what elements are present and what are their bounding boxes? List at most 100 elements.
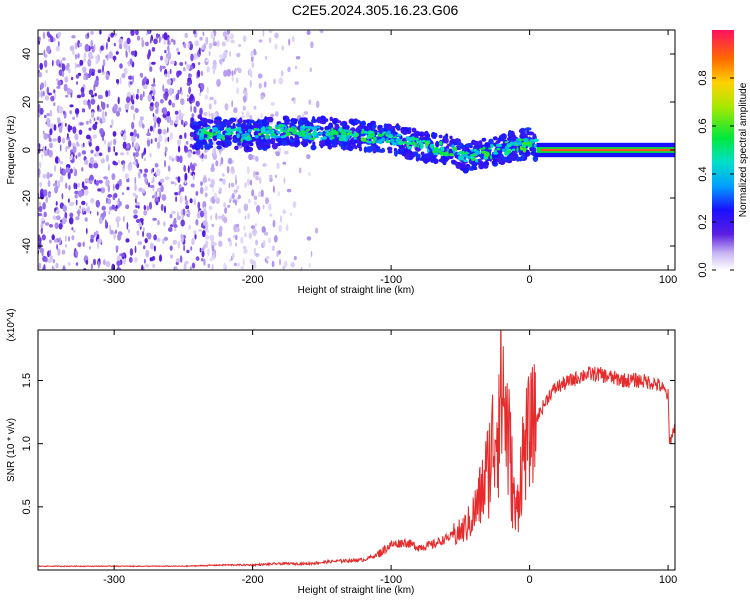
noise-speck bbox=[69, 104, 74, 108]
noise-speck bbox=[52, 138, 57, 142]
noise-speck bbox=[231, 193, 235, 200]
signal-core bbox=[505, 149, 511, 155]
noise-speck bbox=[49, 128, 53, 136]
noise-speck bbox=[201, 45, 205, 50]
noise-speck bbox=[144, 157, 146, 162]
noise-speck bbox=[132, 75, 134, 83]
noise-speck bbox=[117, 265, 120, 270]
noise-speck bbox=[294, 81, 299, 85]
noise-speck bbox=[166, 116, 171, 123]
noise-speck bbox=[159, 65, 163, 72]
noise-speck bbox=[194, 233, 197, 240]
noise-speck bbox=[91, 72, 95, 76]
noise-speck bbox=[40, 222, 44, 230]
noise-speck bbox=[259, 176, 262, 185]
signal-envelope bbox=[481, 137, 487, 142]
noise-speck bbox=[143, 258, 146, 264]
noise-speck bbox=[142, 123, 145, 129]
noise-speck bbox=[113, 42, 116, 47]
noise-speck bbox=[268, 174, 273, 178]
noise-speck bbox=[152, 113, 155, 117]
noise-speck bbox=[135, 93, 139, 100]
noise-speck bbox=[216, 40, 220, 48]
noise-speck bbox=[255, 253, 260, 257]
noise-speck bbox=[90, 46, 95, 50]
noise-speck bbox=[235, 242, 237, 247]
noise-speck bbox=[135, 198, 137, 204]
noise-speck bbox=[134, 108, 139, 113]
noise-speck bbox=[280, 70, 284, 77]
noise-speck bbox=[85, 120, 89, 125]
noise-speck bbox=[115, 51, 119, 55]
signal-envelope bbox=[216, 140, 222, 146]
noise-speck bbox=[82, 66, 87, 73]
noise-speck bbox=[58, 237, 62, 245]
noise-speck bbox=[294, 65, 298, 70]
noise-speck bbox=[110, 140, 113, 146]
noise-speck bbox=[115, 205, 118, 209]
noise-speck bbox=[49, 255, 53, 261]
noise-speck bbox=[242, 245, 247, 250]
noise-speck bbox=[88, 101, 91, 110]
noise-speck bbox=[113, 183, 115, 192]
noise-speck bbox=[135, 219, 141, 223]
noise-speck bbox=[74, 108, 80, 115]
colorbar-tick-label: 0.2 bbox=[697, 214, 709, 229]
noise-speck bbox=[133, 129, 137, 137]
noise-speck bbox=[209, 183, 214, 188]
signal-core bbox=[334, 131, 339, 136]
noise-speck bbox=[242, 90, 248, 95]
noise-speck bbox=[138, 187, 143, 192]
x-tick-label: -300 bbox=[103, 574, 125, 586]
noise-speck bbox=[62, 57, 66, 61]
noise-speck bbox=[200, 70, 204, 77]
noise-speck bbox=[76, 143, 80, 147]
noise-speck bbox=[265, 256, 270, 260]
noise-speck bbox=[73, 182, 77, 190]
noise-speck bbox=[164, 151, 167, 157]
signal-core bbox=[280, 128, 284, 133]
noise-speck bbox=[39, 237, 42, 243]
noise-speck bbox=[57, 80, 62, 87]
noise-speck bbox=[167, 127, 169, 133]
noise-speck bbox=[148, 49, 151, 57]
signal-envelope bbox=[392, 129, 396, 133]
noise-speck bbox=[301, 113, 304, 118]
noise-speck bbox=[159, 254, 162, 262]
signal-envelope bbox=[532, 133, 537, 138]
snr-series-line bbox=[38, 330, 675, 568]
noise-speck bbox=[168, 155, 173, 161]
noise-speck bbox=[93, 162, 99, 169]
x-tick-label: -200 bbox=[242, 574, 264, 586]
noise-speck bbox=[271, 245, 276, 252]
signal-core bbox=[483, 152, 490, 157]
noise-speck bbox=[223, 262, 226, 269]
noise-speck bbox=[185, 140, 189, 145]
noise-speck bbox=[255, 176, 259, 181]
noise-speck bbox=[262, 30, 265, 37]
noise-speck bbox=[251, 62, 255, 68]
noise-speck bbox=[167, 136, 170, 142]
noise-speck bbox=[38, 90, 41, 98]
noise-speck bbox=[179, 188, 182, 193]
noise-speck bbox=[178, 109, 182, 114]
noise-speck bbox=[90, 98, 96, 105]
signal-core bbox=[276, 135, 281, 138]
noise-speck bbox=[242, 35, 247, 43]
noise-speck bbox=[51, 59, 54, 67]
noise-speck bbox=[62, 265, 66, 270]
noise-speck bbox=[303, 111, 309, 115]
signal-core bbox=[426, 149, 430, 153]
noise-speck bbox=[205, 59, 210, 63]
noise-speck bbox=[222, 173, 225, 177]
noise-speck bbox=[52, 267, 56, 270]
signal-envelope bbox=[304, 120, 310, 127]
noise-speck bbox=[100, 158, 106, 164]
noise-speck bbox=[266, 260, 269, 264]
signal-envelope bbox=[301, 117, 308, 122]
colorbar-tick-label: 0.6 bbox=[697, 118, 709, 133]
noise-speck bbox=[184, 195, 187, 201]
noise-speck bbox=[59, 166, 62, 175]
y-tick-label: 40 bbox=[21, 48, 33, 60]
noise-speck bbox=[159, 191, 162, 199]
